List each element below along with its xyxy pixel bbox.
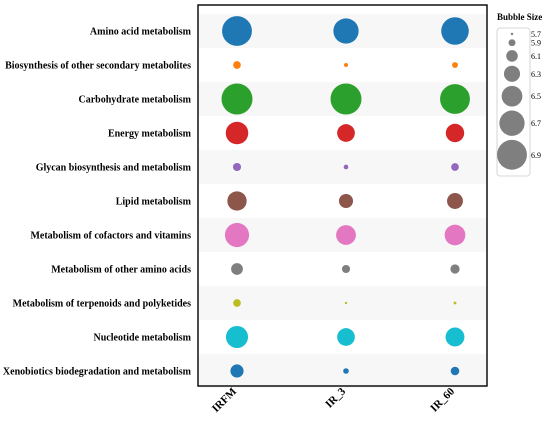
legend-label: 6.9 [531, 151, 541, 160]
legend-bubble [503, 65, 521, 82]
bubble [227, 191, 247, 211]
y-tick-label: Metabolism of other amino acids [51, 265, 191, 276]
bubble [225, 325, 249, 349]
y-tick-label: Xenobiotics biodegradation and metabolis… [3, 367, 192, 378]
y-tick-label: Glycan biosynthesis and metabolism [36, 163, 192, 174]
bubble [343, 164, 349, 170]
legend-bubble [499, 110, 525, 136]
bubble [333, 18, 359, 44]
bubble [233, 299, 241, 307]
bubble [453, 301, 457, 305]
bubble [445, 327, 465, 347]
bubble [232, 162, 242, 172]
y-tick-label: Metabolism of cofactors and vitamins [30, 231, 191, 242]
bubble [221, 83, 253, 115]
legend-label: 5.9 [531, 39, 541, 48]
y-tick-label: Lipid metabolism [116, 197, 192, 208]
legend-bubble [497, 139, 527, 170]
y-tick-label: Carbohydrate metabolism [79, 95, 192, 106]
bubble [338, 193, 354, 209]
y-tick-label: Energy metabolism [108, 129, 192, 140]
legend: Bubble Size 5.75.9 6.1 6.3 6.5 6.7 6.9 [496, 12, 542, 177]
bubble [337, 124, 355, 142]
bubble [440, 84, 470, 114]
y-tick-label: Nucleotide metabolism [94, 333, 192, 344]
row-bands [199, 14, 486, 388]
x-tick-label: IR_3 [323, 385, 348, 410]
bubble [231, 263, 243, 275]
bubble [452, 62, 458, 68]
bubble [444, 224, 466, 246]
legend-label: 6.5 [531, 92, 541, 101]
row-band [199, 286, 486, 320]
plot-frame [197, 4, 488, 387]
bubble [222, 16, 252, 46]
x-tick-label: IRFM [210, 385, 240, 415]
bubble [343, 368, 349, 374]
bubble [447, 193, 463, 209]
legend-label: 6.7 [531, 119, 541, 128]
legend-label: 6.3 [531, 70, 541, 79]
legend-label: 5.7 [531, 30, 541, 39]
x-axis-labels: IRFM IR_3 IR_60 [210, 385, 458, 415]
bubble [450, 264, 460, 274]
row-band [199, 150, 486, 184]
y-tick-label: Biosynthesis of other secondary metaboli… [5, 61, 191, 72]
y-axis-labels: Amino acid metabolism Biosynthesis of oth… [3, 27, 192, 378]
bubble [330, 83, 362, 115]
bubble [225, 121, 249, 145]
bubble [224, 222, 250, 248]
bubble [336, 225, 356, 245]
bubble [450, 366, 460, 376]
y-tick-label: Metabolism of terpenoids and polyketides [13, 299, 191, 310]
legend-bubble [510, 32, 514, 36]
bubble [341, 264, 351, 274]
y-tick-label: Amino acid metabolism [90, 27, 192, 38]
bubble [344, 63, 348, 67]
x-tick-label: IR_60 [428, 385, 457, 414]
legend-title: Bubble Size [497, 12, 542, 22]
row-band [199, 354, 486, 388]
legend-bubble [508, 39, 516, 47]
bubble [451, 163, 459, 171]
bubble [441, 17, 469, 45]
bubble [230, 364, 244, 378]
bubble [344, 301, 348, 305]
legend-label: 6.1 [531, 52, 541, 61]
legend-bubble [501, 85, 523, 107]
bubble [337, 328, 355, 346]
bubbles [221, 16, 470, 378]
bubble [445, 123, 465, 143]
legend-bubble [506, 50, 518, 62]
bubble [233, 61, 241, 69]
